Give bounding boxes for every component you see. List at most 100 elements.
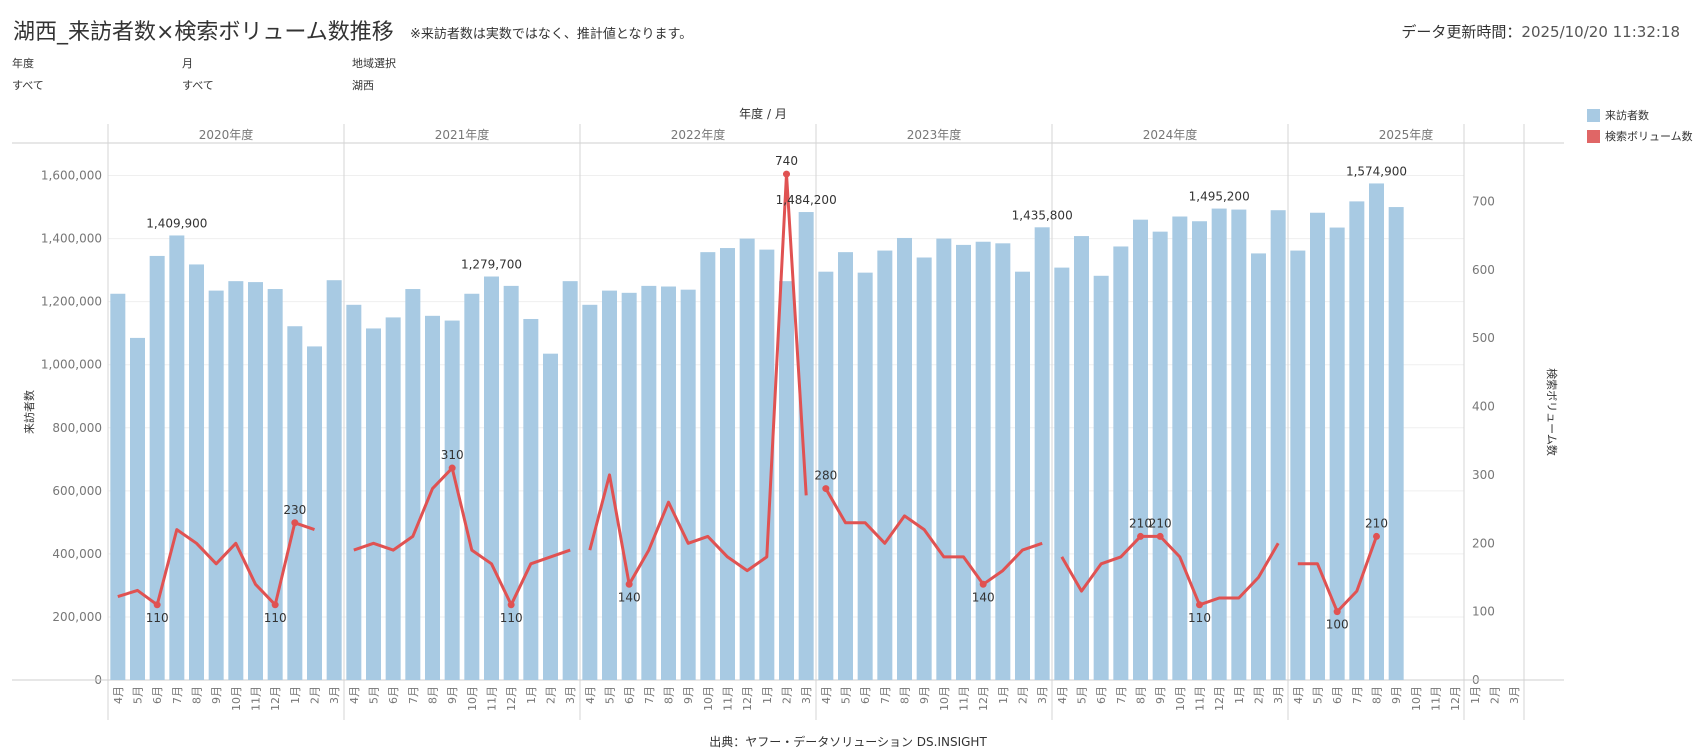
- x-tick-label: 8月: [427, 686, 440, 704]
- x-tick-label: 4月: [112, 686, 125, 704]
- visitor-bar: [208, 290, 224, 680]
- y2-tick-label: 700: [1472, 194, 1495, 208]
- filter-year[interactable]: 年度 すべて: [12, 55, 44, 93]
- column-header: 年度 / 月: [739, 106, 787, 121]
- visitor-bar: [484, 276, 499, 680]
- legend-label-visitors: 来訪者数: [1605, 109, 1649, 122]
- visitor-bar: [366, 328, 381, 680]
- visitor-bar: [1369, 183, 1384, 680]
- x-tick-label: 2月: [1017, 686, 1030, 704]
- x-tick-label: 2月: [1489, 686, 1502, 704]
- visitor-bar: [1113, 246, 1129, 680]
- data-updated-time: データ更新時間：2025/10/20 11:32:18: [1401, 21, 1680, 42]
- y2-tick-label: 300: [1472, 468, 1495, 482]
- x-tick-label: 9月: [1154, 686, 1167, 704]
- visitor-bar: [818, 271, 834, 680]
- x-tick-label: 4月: [584, 686, 597, 704]
- visitor-bar: [1192, 221, 1207, 680]
- legend-label-search: 検索ボリューム数: [1605, 130, 1693, 143]
- search-data-label: 140: [618, 590, 641, 604]
- filter-region[interactable]: 地域選択 湖西: [352, 55, 396, 93]
- visitor-bar: [1211, 208, 1227, 680]
- legend-item-search[interactable]: 検索ボリューム数: [1587, 128, 1693, 144]
- search-line: [588, 172, 808, 586]
- x-tick-label: 11月: [1194, 686, 1207, 711]
- search-data-label: 740: [775, 154, 798, 168]
- search-data-label: 210: [1149, 516, 1172, 530]
- x-tick-label: 7月: [407, 686, 420, 704]
- visitor-data-label: 1,484,200: [776, 193, 837, 207]
- x-tick-label: 10月: [702, 686, 715, 711]
- visitor-data-label: 1,409,900: [146, 216, 207, 230]
- x-tick-label: 7月: [1115, 686, 1128, 704]
- x-tick-label: 8月: [1371, 686, 1384, 704]
- visitor-bar: [444, 320, 460, 680]
- search-line: [1060, 534, 1280, 607]
- filter-month-value[interactable]: すべて: [182, 79, 214, 92]
- x-tick-label: 6月: [623, 686, 636, 704]
- y2-tick-label: 100: [1472, 605, 1495, 619]
- visitor-bar: [1231, 209, 1247, 680]
- x-tick-label: 9月: [446, 686, 459, 704]
- x-tick-label: 1月: [1469, 686, 1482, 704]
- x-tick-label: 1月: [525, 686, 538, 704]
- visitor-bar: [425, 315, 440, 680]
- visitor-bar: [346, 304, 362, 680]
- search-point: [783, 170, 790, 178]
- visitor-bar: [169, 235, 185, 680]
- visitor-data-label: 1,435,800: [1012, 208, 1073, 222]
- x-tick-label: 7月: [879, 686, 892, 704]
- x-tick-label: 10月: [1174, 686, 1187, 711]
- visitor-bar: [523, 318, 539, 680]
- search-point: [1137, 532, 1144, 540]
- visitor-bar: [602, 290, 617, 680]
- visitor-bar: [857, 272, 873, 680]
- x-tick-label: 8月: [899, 686, 912, 704]
- y-tick-label: 1,200,000: [41, 295, 102, 309]
- y-tick-label: 1,600,000: [41, 169, 102, 183]
- visitor-bar: [543, 353, 558, 680]
- visitor-bar: [621, 292, 637, 680]
- visitor-bar: [1349, 201, 1365, 680]
- visitor-bar: [661, 286, 676, 680]
- x-tick-label: 12月: [269, 686, 282, 711]
- visitor-bar: [385, 317, 401, 680]
- x-tick-label: 5月: [132, 686, 145, 704]
- visitor-bar: [739, 238, 755, 680]
- x-tick-label: 8月: [191, 686, 204, 704]
- search-line: [117, 521, 315, 607]
- visitor-bar: [110, 293, 126, 680]
- x-tick-label: 4月: [820, 686, 833, 704]
- filter-region-value[interactable]: 湖西: [352, 79, 374, 92]
- y2-tick-label: 500: [1472, 331, 1495, 345]
- search-point: [822, 485, 830, 493]
- visitor-bar: [464, 293, 480, 680]
- visitor-bar: [1251, 253, 1266, 681]
- y-tick-label: 400,000: [52, 547, 102, 561]
- visitor-bar: [582, 304, 598, 680]
- y-tick-label: 1,400,000: [41, 232, 102, 246]
- x-tick-label: 2月: [545, 686, 558, 704]
- y-tick-label: 800,000: [52, 421, 102, 435]
- y-tick-label: 1,000,000: [41, 358, 102, 372]
- visitor-bar: [149, 255, 165, 680]
- y-tick-label: 200,000: [52, 610, 102, 624]
- search-point: [1373, 532, 1380, 540]
- visitor-bar: [1015, 271, 1030, 680]
- search-data-label: 110: [146, 611, 169, 625]
- visitor-bar: [897, 237, 912, 680]
- filter-month[interactable]: 月 すべて: [182, 55, 214, 93]
- filter-year-value[interactable]: すべて: [12, 79, 44, 92]
- x-tick-label: 7月: [171, 686, 184, 704]
- filter-region-label: 地域選択: [352, 57, 396, 70]
- visitor-bar: [641, 285, 657, 680]
- x-tick-label: 6月: [859, 686, 872, 704]
- visitor-bar: [877, 250, 893, 681]
- visitor-bar: [1054, 267, 1070, 680]
- legend-item-visitors[interactable]: 来訪者数: [1587, 107, 1649, 123]
- year-header: 2025年度: [1379, 127, 1434, 142]
- x-tick-label: 11月: [486, 686, 499, 711]
- visitor-bar: [759, 249, 775, 680]
- x-tick-label: 12月: [505, 686, 518, 711]
